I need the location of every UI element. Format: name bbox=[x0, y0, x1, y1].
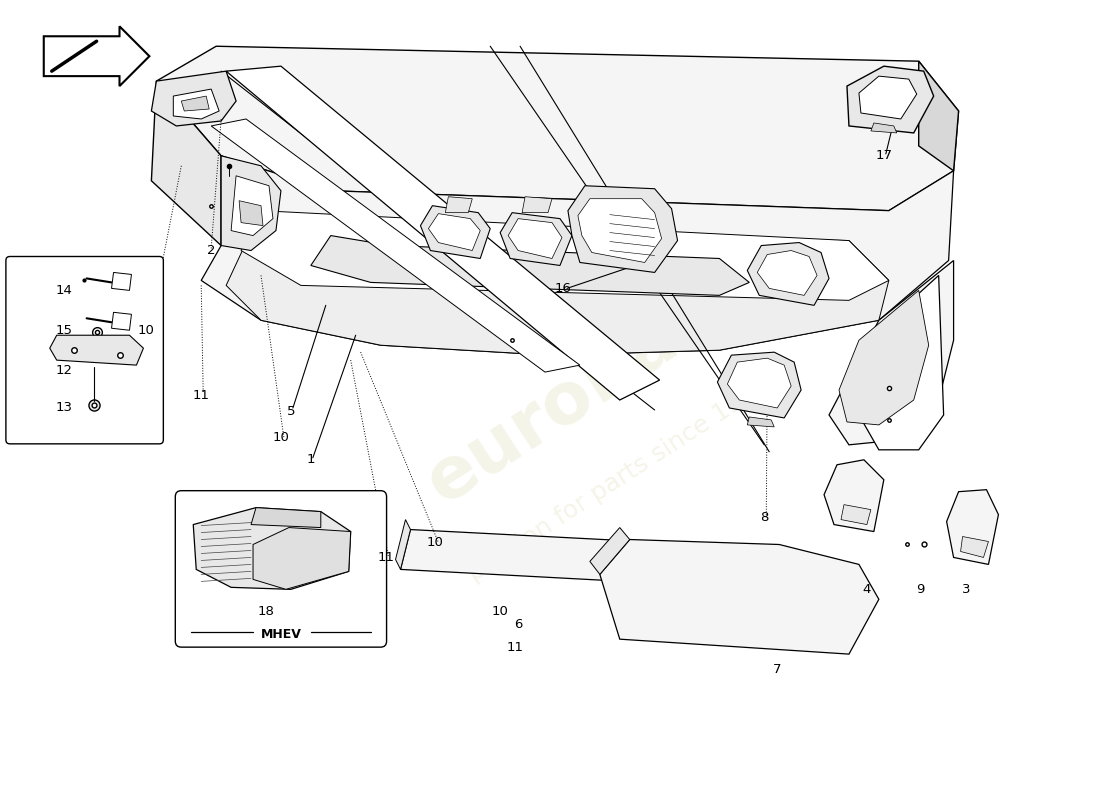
Text: MHEV: MHEV bbox=[261, 628, 301, 641]
Polygon shape bbox=[156, 46, 958, 210]
Polygon shape bbox=[717, 352, 801, 418]
Text: 10: 10 bbox=[492, 605, 508, 618]
Polygon shape bbox=[871, 123, 896, 133]
Polygon shape bbox=[50, 335, 143, 365]
Text: 6: 6 bbox=[514, 618, 522, 630]
Text: 7: 7 bbox=[773, 662, 781, 675]
Polygon shape bbox=[311, 235, 749, 295]
Polygon shape bbox=[839, 290, 928, 425]
Polygon shape bbox=[428, 214, 481, 250]
Text: 9: 9 bbox=[916, 583, 925, 596]
Polygon shape bbox=[111, 273, 132, 290]
Polygon shape bbox=[44, 26, 150, 86]
Polygon shape bbox=[152, 71, 236, 126]
Polygon shape bbox=[578, 198, 661, 262]
Polygon shape bbox=[747, 417, 774, 427]
Polygon shape bbox=[859, 76, 916, 119]
Text: 5: 5 bbox=[287, 406, 295, 418]
Text: passion for parts since 1985: passion for parts since 1985 bbox=[464, 373, 776, 586]
Polygon shape bbox=[590, 527, 629, 574]
Polygon shape bbox=[152, 81, 221, 246]
Polygon shape bbox=[500, 213, 572, 266]
Polygon shape bbox=[221, 156, 280, 250]
Polygon shape bbox=[747, 242, 829, 306]
Polygon shape bbox=[420, 206, 491, 258]
Polygon shape bbox=[194, 508, 351, 590]
Polygon shape bbox=[253, 527, 351, 590]
Polygon shape bbox=[947, 490, 999, 565]
Polygon shape bbox=[227, 210, 889, 355]
Text: 17: 17 bbox=[876, 150, 892, 162]
Polygon shape bbox=[174, 89, 219, 119]
Polygon shape bbox=[201, 156, 954, 355]
Polygon shape bbox=[824, 460, 883, 531]
Polygon shape bbox=[400, 530, 700, 584]
Polygon shape bbox=[727, 358, 791, 408]
Polygon shape bbox=[600, 539, 879, 654]
Polygon shape bbox=[111, 312, 132, 330]
Polygon shape bbox=[568, 186, 678, 273]
Polygon shape bbox=[842, 505, 871, 525]
Polygon shape bbox=[918, 61, 958, 170]
FancyBboxPatch shape bbox=[6, 257, 163, 444]
Text: euroParts: euroParts bbox=[414, 242, 785, 518]
Text: 11: 11 bbox=[507, 641, 524, 654]
Text: 11: 11 bbox=[377, 551, 394, 564]
Polygon shape bbox=[182, 96, 209, 111]
Polygon shape bbox=[239, 201, 263, 226]
Polygon shape bbox=[211, 119, 580, 372]
Polygon shape bbox=[508, 218, 562, 258]
Text: 10: 10 bbox=[273, 431, 289, 444]
Polygon shape bbox=[251, 508, 321, 527]
Polygon shape bbox=[227, 66, 660, 400]
Text: 15: 15 bbox=[55, 324, 73, 337]
Text: 3: 3 bbox=[962, 583, 971, 596]
Text: 16: 16 bbox=[554, 282, 571, 295]
FancyBboxPatch shape bbox=[175, 490, 386, 647]
Polygon shape bbox=[396, 519, 410, 570]
Polygon shape bbox=[859, 275, 944, 450]
Text: 4: 4 bbox=[862, 583, 871, 596]
Polygon shape bbox=[231, 176, 273, 235]
Text: 10: 10 bbox=[427, 536, 443, 549]
Text: 11: 11 bbox=[192, 389, 210, 402]
Text: 18: 18 bbox=[257, 605, 274, 618]
Text: 8: 8 bbox=[760, 511, 769, 524]
Polygon shape bbox=[960, 537, 989, 558]
Text: 2: 2 bbox=[207, 244, 216, 257]
Polygon shape bbox=[757, 250, 817, 295]
Polygon shape bbox=[829, 261, 954, 445]
Text: 13: 13 bbox=[55, 402, 73, 414]
Text: 12: 12 bbox=[55, 364, 73, 377]
Text: 10: 10 bbox=[138, 324, 155, 337]
Polygon shape bbox=[446, 197, 472, 213]
Text: 14: 14 bbox=[55, 284, 73, 297]
Text: 1: 1 bbox=[307, 454, 315, 466]
Polygon shape bbox=[522, 197, 552, 213]
Polygon shape bbox=[241, 210, 889, 300]
Polygon shape bbox=[847, 66, 934, 133]
